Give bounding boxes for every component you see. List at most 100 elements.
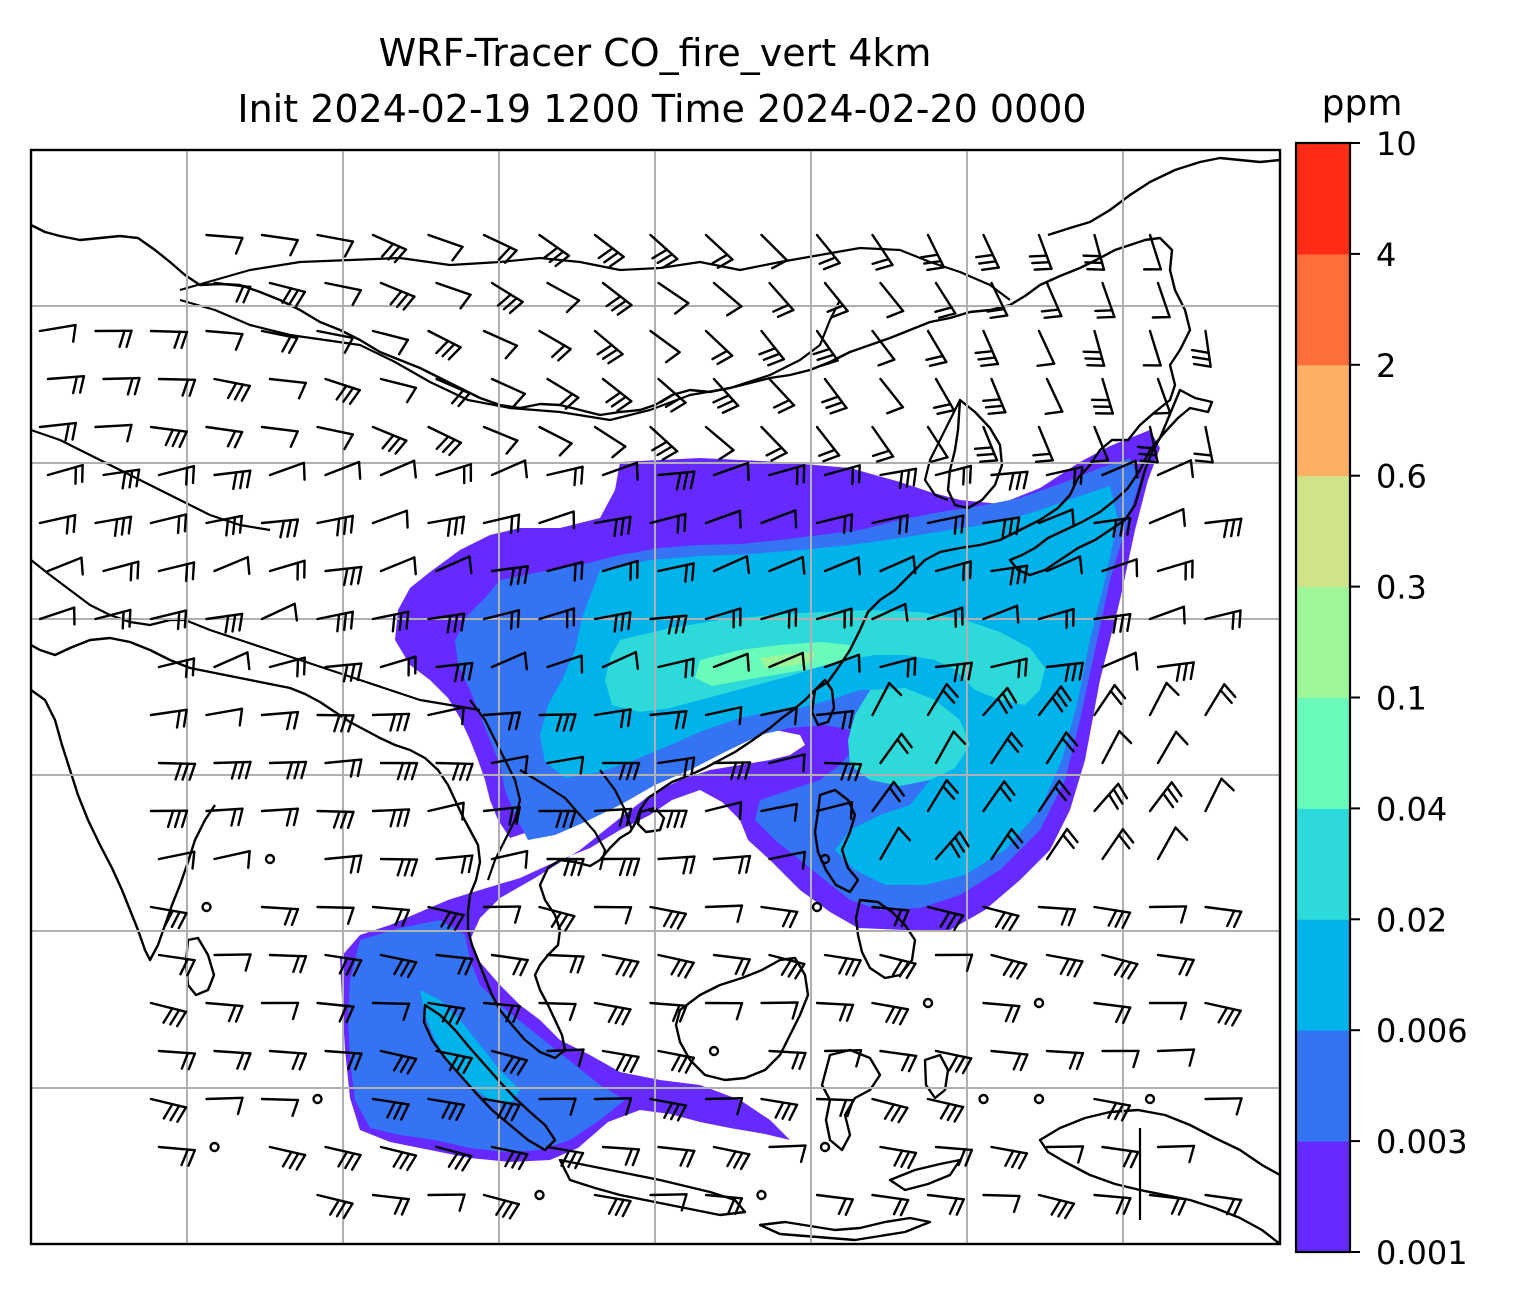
chart-subtitle: Init 2024-02-19 1200 Time 2024-02-20 000… (237, 87, 1086, 131)
wind-barb (435, 661, 474, 683)
wind-barb (371, 509, 409, 529)
wind-barb (934, 661, 973, 683)
wind-barb (379, 281, 416, 311)
wind-barb (601, 1049, 640, 1074)
wind-barb (926, 514, 965, 535)
wind-barb (427, 515, 466, 537)
wind-barb (704, 233, 734, 269)
wind-barb (815, 709, 854, 730)
wind-barb (973, 425, 999, 463)
wind-barb (538, 425, 573, 457)
wind-barb (934, 464, 973, 486)
wind-barb (768, 281, 795, 319)
coastline-sakhalin-kamchatka (1047, 156, 1280, 237)
wind-barb (1204, 1097, 1243, 1116)
wind-barb (1045, 731, 1079, 765)
colorbar-tick-label: 0.003 (1376, 1123, 1468, 1161)
coastlines (31, 156, 1280, 1244)
wind-barb (213, 1049, 252, 1071)
wind-barb (879, 1145, 918, 1170)
wind-barb (482, 1001, 522, 1023)
wind-barb (213, 849, 251, 870)
coastline-sulawesi (820, 1048, 882, 1152)
wind-barb (649, 614, 688, 635)
wind-barb (871, 329, 896, 367)
coastline-taiwan (810, 678, 836, 727)
colorbar-tick-label: 4 (1376, 236, 1396, 274)
wind-barb (712, 854, 752, 875)
wind-barb (260, 905, 300, 927)
wind-barb (371, 329, 410, 356)
wind-barb (316, 610, 354, 633)
wind-barb (427, 425, 463, 457)
wind-barb (435, 761, 474, 781)
wind-barb (538, 1097, 577, 1116)
wind-barb (821, 377, 848, 415)
chart-title: WRF-Tracer CO_fire_vert 4km (379, 31, 932, 75)
wind-barb (760, 509, 798, 529)
wind-barb (649, 425, 679, 461)
wind-barb (1093, 1097, 1132, 1122)
wind-barb (427, 801, 465, 821)
wind-barb (657, 657, 695, 679)
wind-barb (482, 513, 521, 535)
wind-barb (1045, 1049, 1085, 1071)
wind-barb (1156, 661, 1195, 682)
wind-barb (768, 1049, 807, 1070)
colorbar-tick-label: 0.3 (1376, 569, 1427, 607)
wind-barb (649, 1097, 688, 1122)
wind-barb (213, 377, 252, 402)
wind-barb (879, 377, 905, 415)
wind-barb (815, 513, 854, 535)
wind-barb (379, 1145, 418, 1172)
wind-barb (205, 612, 244, 634)
wind-barb (157, 761, 197, 781)
wind-barb (427, 706, 465, 726)
wind-barb (760, 905, 799, 929)
wind-barb (768, 651, 806, 671)
wind-barb (324, 565, 363, 587)
wind-barb (1045, 1145, 1085, 1164)
wind-barb (1190, 329, 1212, 368)
coastline-sumatra (422, 1003, 557, 1152)
wind-barb (324, 758, 363, 778)
wind-barb (213, 651, 251, 671)
wind-barb (712, 652, 750, 672)
wind-barb (768, 464, 806, 486)
wind-barb (982, 780, 1016, 813)
wind-calm-marker (264, 853, 276, 865)
wind-barb (815, 800, 854, 821)
wind-barb (94, 515, 133, 538)
wind-barb (490, 849, 529, 869)
wind-barb (157, 1145, 197, 1167)
colorbar-tick-label: 0.6 (1376, 458, 1427, 496)
wind-barb (157, 464, 196, 486)
coastline-japan (1008, 388, 1214, 577)
wind-barb (657, 470, 696, 491)
wind-barb (205, 1001, 244, 1023)
wind-barb (268, 656, 306, 678)
wind-barb (712, 281, 743, 317)
wind-barb (1204, 777, 1235, 813)
wind-barb (260, 1001, 300, 1021)
wind-barb (871, 1097, 909, 1124)
wind-barb (926, 425, 949, 463)
wind-barb (1142, 233, 1163, 271)
wind-barb (712, 761, 752, 780)
wind-barbs (38, 233, 1243, 1220)
wind-barb (260, 602, 299, 622)
wind-barb (982, 1193, 1021, 1214)
wind-barb (149, 905, 188, 930)
wind-barb (1090, 425, 1110, 463)
wind-barb (704, 801, 743, 821)
wind-barb (704, 607, 742, 629)
wind-barb (934, 730, 967, 765)
wind-barb (490, 377, 527, 408)
wind-barb (538, 510, 576, 530)
wind-barb (268, 377, 307, 400)
wind-barb (427, 612, 466, 634)
wind-barb (871, 1193, 910, 1217)
wind-barb (482, 609, 521, 630)
colorbar-band (1296, 808, 1350, 920)
wind-barb (379, 761, 419, 781)
